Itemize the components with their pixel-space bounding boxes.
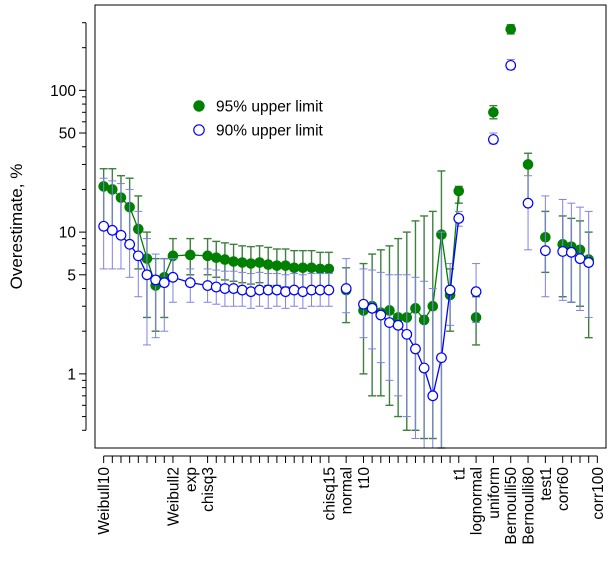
data-point — [219, 254, 231, 265]
data-point — [202, 280, 213, 291]
x-tick-label: corr100 — [590, 467, 607, 520]
data-point — [228, 283, 239, 294]
data-point — [505, 23, 517, 35]
data-point — [184, 249, 196, 261]
x-tick-label: lognormal — [469, 467, 486, 535]
data-point — [280, 260, 291, 271]
data-point — [236, 257, 248, 268]
data-point — [98, 220, 110, 232]
data-point — [124, 238, 136, 250]
data-point — [297, 262, 309, 274]
x-tick-label: exp — [183, 467, 200, 492]
data-point — [340, 283, 352, 294]
legend-marker-95 — [193, 100, 205, 112]
x-tick-label: uniform — [486, 467, 503, 519]
data-point — [228, 256, 239, 267]
data-point — [470, 286, 482, 298]
data-point — [306, 262, 317, 274]
data-point — [210, 252, 222, 263]
y-tick-label: 100 — [50, 83, 76, 100]
x-axis: Weibull10 Weibull2 exp chisq3 chisq15 normal t… — [96, 455, 607, 545]
data-point — [158, 277, 170, 289]
data-point — [202, 250, 213, 262]
series-90-upper-limit — [98, 59, 595, 449]
data-point — [488, 134, 499, 145]
data-point — [444, 284, 456, 296]
data-point — [132, 250, 144, 262]
legend-marker-90 — [193, 124, 205, 136]
data-point — [262, 259, 274, 270]
data-point — [167, 271, 179, 283]
data-point — [453, 212, 465, 224]
data-point — [410, 343, 421, 355]
x-tick-label: t10 — [356, 467, 373, 489]
legend: 95% upper limit 90% upper limit — [193, 99, 324, 140]
data-point — [488, 107, 499, 118]
x-tick-label: chisq15 — [321, 467, 338, 520]
data-point — [323, 284, 335, 296]
data-point — [323, 263, 335, 275]
x-tick-label: chisq3 — [200, 467, 217, 512]
data-point — [297, 286, 309, 298]
data-point — [106, 224, 118, 236]
legend-label-95: 95% upper limit — [216, 99, 324, 116]
y-tick-label: 10 — [59, 225, 77, 242]
data-point — [245, 286, 257, 298]
x-tick-label: normal — [339, 467, 356, 514]
data-point — [288, 262, 300, 274]
x-tick-label: Weibull2 — [165, 467, 182, 526]
legend-label-90: 90% upper limit — [216, 123, 324, 140]
data-point — [236, 284, 248, 296]
data-point — [583, 257, 595, 268]
x-tick-label: Weibull10 — [96, 467, 113, 535]
data-point — [366, 302, 378, 314]
data-point — [375, 309, 387, 321]
x-tick-label: corr60 — [555, 467, 572, 511]
y-axis: 1 5 10 50 100 — [50, 22, 87, 431]
data-point — [245, 258, 257, 269]
data-point — [401, 328, 413, 340]
x-tick-label: t1 — [451, 467, 468, 480]
data-point — [565, 246, 577, 258]
data-point — [574, 253, 586, 265]
y-tick-label: 5 — [67, 267, 76, 284]
y-axis-label: Overestimate, % — [7, 164, 26, 290]
x-tick-label: Bernoulli80 — [521, 467, 538, 545]
data-point — [427, 390, 439, 402]
data-point — [314, 263, 326, 275]
data-point — [418, 362, 430, 374]
data-point — [184, 277, 196, 289]
data-point — [522, 159, 534, 170]
data-point — [358, 298, 369, 310]
series-layer — [98, 23, 595, 449]
data-point — [141, 269, 153, 281]
data-point — [522, 197, 534, 209]
y-tick-label: 50 — [59, 126, 77, 143]
data-point — [436, 352, 447, 364]
data-point — [271, 260, 283, 271]
data-point — [453, 185, 465, 197]
data-point — [280, 286, 291, 298]
data-point — [115, 229, 127, 241]
plot-frame — [94, 4, 607, 449]
data-point — [254, 257, 265, 268]
x-tick-label: test1 — [538, 467, 555, 501]
data-point — [288, 284, 300, 296]
x-tick-label: Bernoulli50 — [503, 467, 520, 545]
data-point — [210, 281, 222, 293]
data-point — [539, 245, 551, 257]
data-point — [505, 59, 517, 71]
y-tick-label: 1 — [67, 366, 76, 383]
data-point — [271, 284, 283, 296]
data-point — [392, 319, 404, 331]
